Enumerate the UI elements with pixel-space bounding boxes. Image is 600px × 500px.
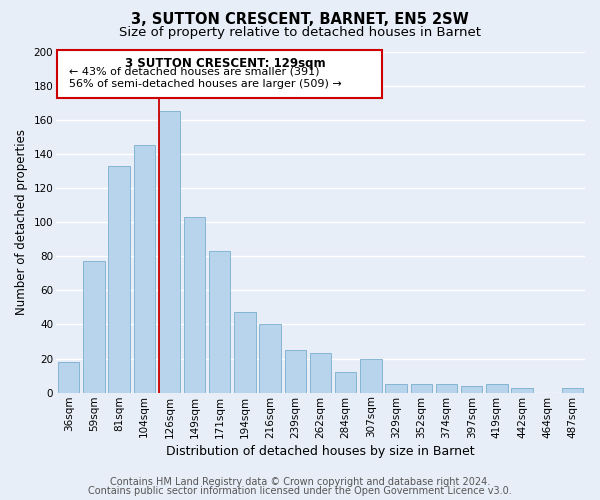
- X-axis label: Distribution of detached houses by size in Barnet: Distribution of detached houses by size …: [166, 444, 475, 458]
- Bar: [410, 384, 432, 392]
- Bar: [284, 350, 306, 393]
- Y-axis label: Number of detached properties: Number of detached properties: [15, 129, 28, 315]
- Text: 3, SUTTON CRESCENT, BARNET, EN5 2SW: 3, SUTTON CRESCENT, BARNET, EN5 2SW: [131, 12, 469, 28]
- Bar: [562, 388, 583, 392]
- Bar: [109, 166, 130, 392]
- Bar: [234, 312, 256, 392]
- Text: 3 SUTTON CRESCENT: 129sqm: 3 SUTTON CRESCENT: 129sqm: [125, 56, 325, 70]
- Bar: [461, 386, 482, 392]
- Text: Size of property relative to detached houses in Barnet: Size of property relative to detached ho…: [119, 26, 481, 39]
- Text: ← 43% of detached houses are smaller (391): ← 43% of detached houses are smaller (39…: [68, 67, 319, 77]
- Text: 56% of semi-detached houses are larger (509) →: 56% of semi-detached houses are larger (…: [68, 79, 341, 89]
- Bar: [259, 324, 281, 392]
- Bar: [159, 111, 180, 392]
- Bar: [335, 372, 356, 392]
- Bar: [58, 362, 79, 392]
- Bar: [209, 251, 230, 392]
- Bar: [360, 358, 382, 392]
- Text: Contains public sector information licensed under the Open Government Licence v3: Contains public sector information licen…: [88, 486, 512, 496]
- Text: Contains HM Land Registry data © Crown copyright and database right 2024.: Contains HM Land Registry data © Crown c…: [110, 477, 490, 487]
- FancyBboxPatch shape: [58, 50, 382, 98]
- Bar: [184, 217, 205, 392]
- Bar: [134, 146, 155, 392]
- Bar: [83, 262, 104, 392]
- Bar: [385, 384, 407, 392]
- Bar: [486, 384, 508, 392]
- Bar: [310, 354, 331, 393]
- Bar: [436, 384, 457, 392]
- Bar: [511, 388, 533, 392]
